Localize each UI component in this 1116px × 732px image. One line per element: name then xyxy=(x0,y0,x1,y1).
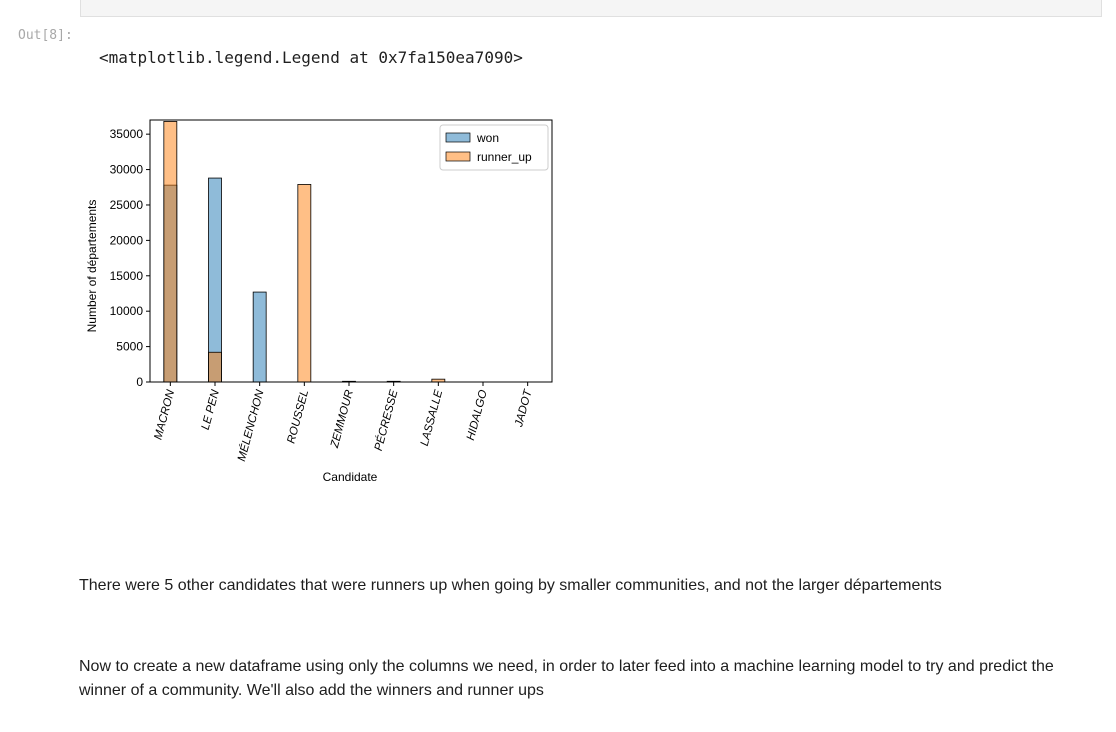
markdown-paragraph-2: Now to create a new dataframe using only… xyxy=(79,658,1054,699)
histogram-chart: 0 5000 10000 15000 20000 25000 30000 35000 MACR… xyxy=(80,110,580,500)
output-text: <matplotlib.legend.Legend at 0x7fa150ea7… xyxy=(99,48,523,67)
x-axis-label: Candidate xyxy=(323,470,378,484)
y-tick-label: 10000 xyxy=(110,304,144,318)
x-tick-label: LE PEN xyxy=(200,388,222,431)
legend-label-won: won xyxy=(476,131,499,145)
x-tick-label: LASSALLE xyxy=(419,388,446,447)
legend-swatch-won xyxy=(445,132,471,143)
y-tick-label: 25000 xyxy=(110,198,144,212)
bar-won-le-pen xyxy=(208,177,222,383)
y-tick-label: 35000 xyxy=(110,127,144,141)
chart-svg: 0 5000 10000 15000 20000 25000 30000 35000 MACR… xyxy=(85,119,553,484)
axes-frame xyxy=(149,119,553,383)
bars-layer xyxy=(163,121,446,383)
y-tick-label: 15000 xyxy=(110,269,144,283)
legend: won runner_up xyxy=(439,124,549,171)
bar-runner_up-le-pen xyxy=(208,351,222,383)
bar-runner_up-roussel xyxy=(297,184,312,383)
x-tick-label: HIDALGO xyxy=(465,389,490,442)
previous-code-cell[interactable] xyxy=(80,0,1102,17)
y-tick-label: 30000 xyxy=(110,163,144,177)
x-tick-label: JADOT xyxy=(513,388,535,429)
y-tick-label: 20000 xyxy=(110,233,144,247)
y-axis-label: Number of départements xyxy=(85,200,99,333)
bar-won-mélenchon xyxy=(252,291,267,383)
x-tick-label: MÉLENCHON xyxy=(235,388,267,463)
y-tick-label: 0 xyxy=(136,375,143,389)
output-prompt: Out[8]: xyxy=(18,28,73,43)
y-axis: 0 5000 10000 15000 20000 25000 30000 35000 xyxy=(110,127,150,389)
legend-swatch-runner_up xyxy=(445,151,471,162)
x-tick-label: PÉCRESSE xyxy=(372,388,401,452)
x-axis: MACRON LE PEN MÉLENCHON ROUSSEL ZEMMOUR PÉCRE… xyxy=(152,382,535,463)
x-tick-label: ROUSSEL xyxy=(285,389,311,445)
x-tick-label: ZEMMOUR xyxy=(329,389,356,450)
legend-label-runner_up: runner_up xyxy=(477,150,532,164)
y-tick-label: 5000 xyxy=(116,340,143,354)
bar-runner_up-macron xyxy=(163,121,178,383)
x-tick-label: MACRON xyxy=(152,388,177,441)
markdown-paragraph-1: There were 5 other candidates that were … xyxy=(79,577,942,594)
